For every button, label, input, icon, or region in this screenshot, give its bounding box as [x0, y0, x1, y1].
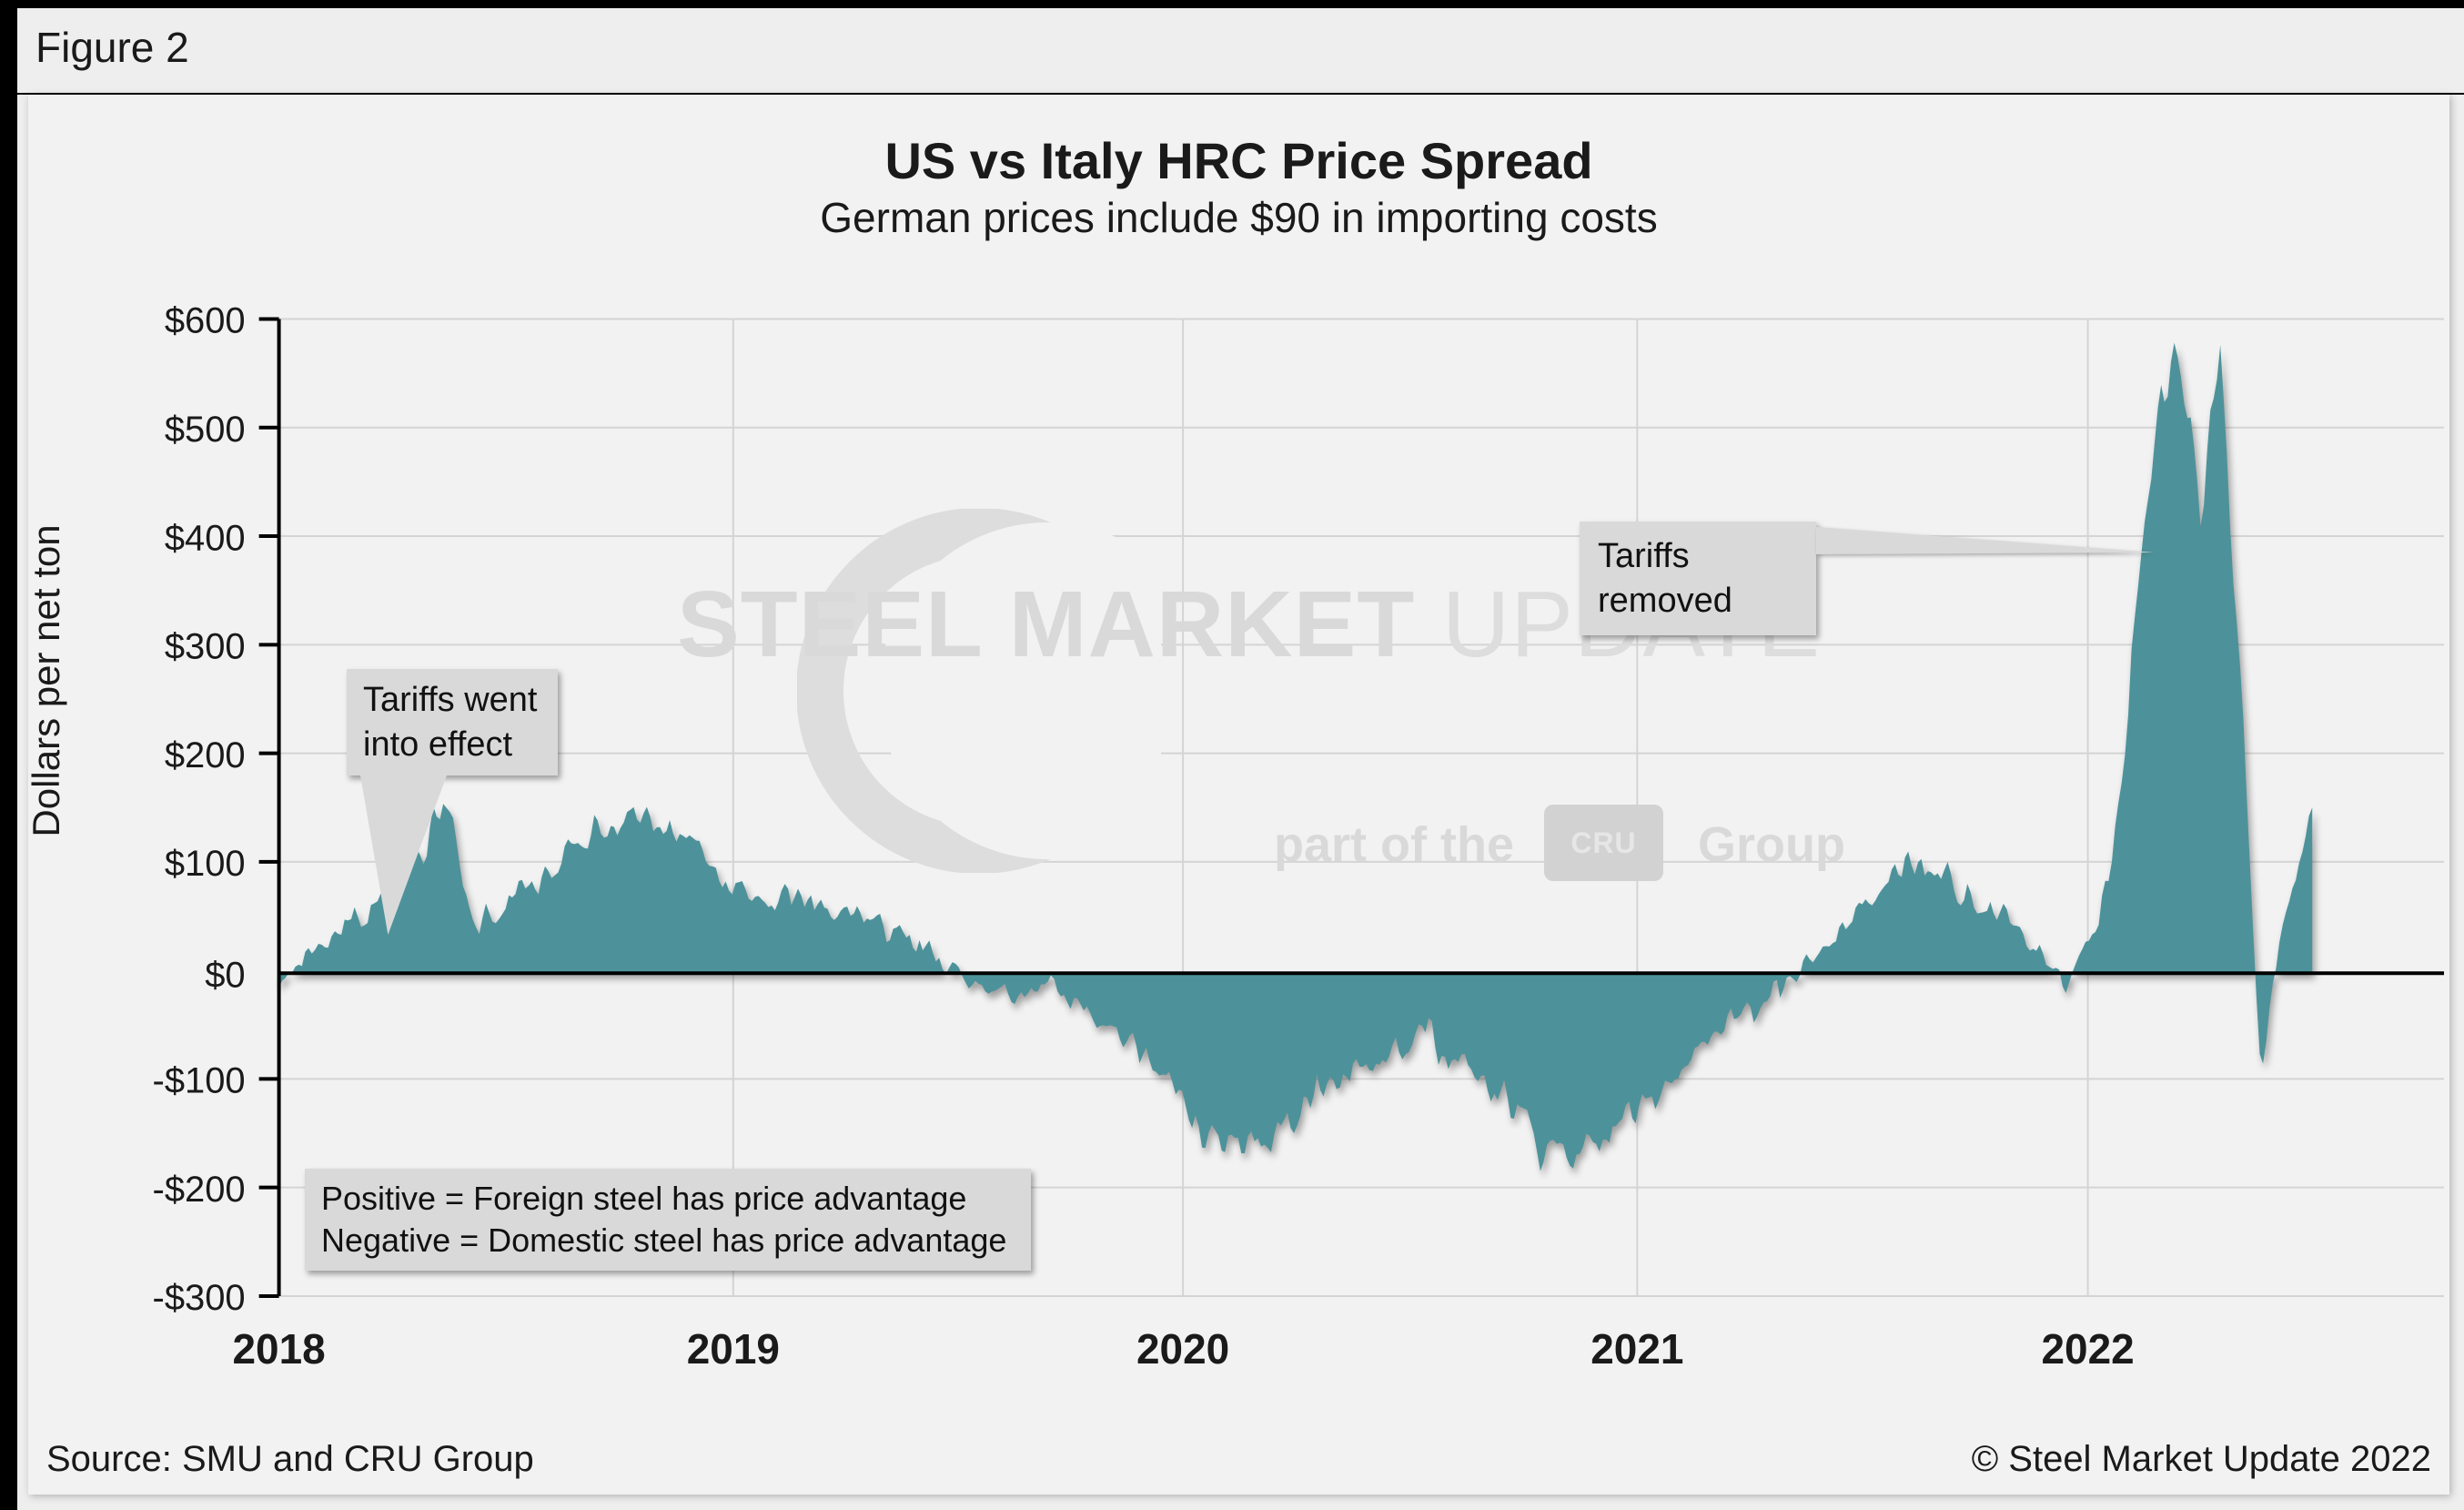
svg-text:$400: $400	[165, 518, 246, 558]
svg-text:-$200: -$200	[153, 1170, 246, 1210]
svg-text:2020: 2020	[1136, 1325, 1229, 1373]
svg-text:2018: 2018	[232, 1325, 325, 1373]
svg-text:2021: 2021	[1590, 1325, 1683, 1373]
svg-text:$0: $0	[205, 955, 245, 995]
svg-text:$300: $300	[165, 627, 246, 667]
svg-text:$100: $100	[165, 844, 246, 884]
svg-text:-$300: -$300	[153, 1278, 246, 1318]
svg-text:-$100: -$100	[153, 1061, 246, 1101]
svg-text:2022: 2022	[2042, 1325, 2135, 1373]
svg-text:$500: $500	[165, 410, 246, 450]
svg-text:$600: $600	[165, 301, 246, 341]
svg-text:2019: 2019	[687, 1325, 780, 1373]
svg-text:$200: $200	[165, 735, 246, 775]
